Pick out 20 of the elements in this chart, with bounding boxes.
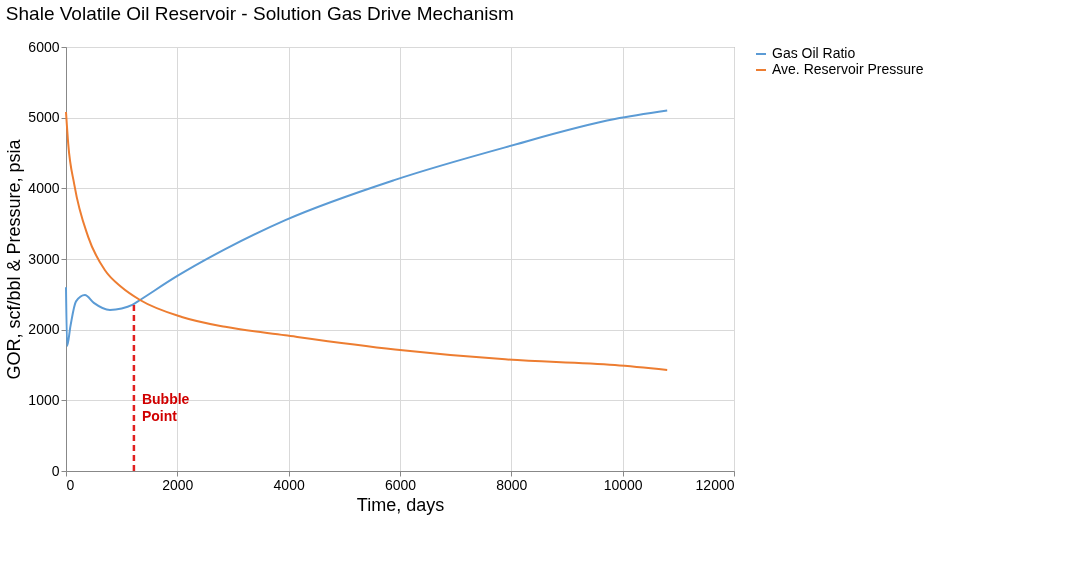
y-tick-label: 0	[51, 462, 60, 479]
y-tick-label: 3000	[28, 250, 60, 267]
y-axis-title: GOR, scf/bbl & Pressure, psia	[4, 138, 25, 380]
legend-label: Ave. Reservoir Pressure	[772, 61, 924, 77]
y-tick-label: 6000	[28, 38, 60, 55]
x-tick-label: 0	[66, 476, 75, 493]
x-tick-label: 4000	[273, 476, 305, 493]
x-tick-label: 6000	[384, 476, 417, 493]
x-tick-label: 12000	[695, 476, 735, 493]
legend-label: Gas Oil Ratio	[772, 45, 856, 61]
x-tick-label: 8000	[496, 476, 528, 493]
y-tick-label: 5000	[28, 109, 60, 126]
annotation: Bubble Point	[141, 391, 190, 425]
y-tick-label: 4000	[28, 179, 60, 196]
x-tick-label: 2000	[162, 476, 194, 493]
x-tick-label: 10000	[603, 476, 643, 493]
x-axis-title: Time, days	[356, 494, 445, 515]
y-tick-label: 2000	[28, 321, 60, 338]
chart-title: Shale Volatile Oil Reservoir - Solution Gas Drive Mechanism	[5, 3, 514, 24]
y-tick-label: 1000	[28, 391, 60, 408]
